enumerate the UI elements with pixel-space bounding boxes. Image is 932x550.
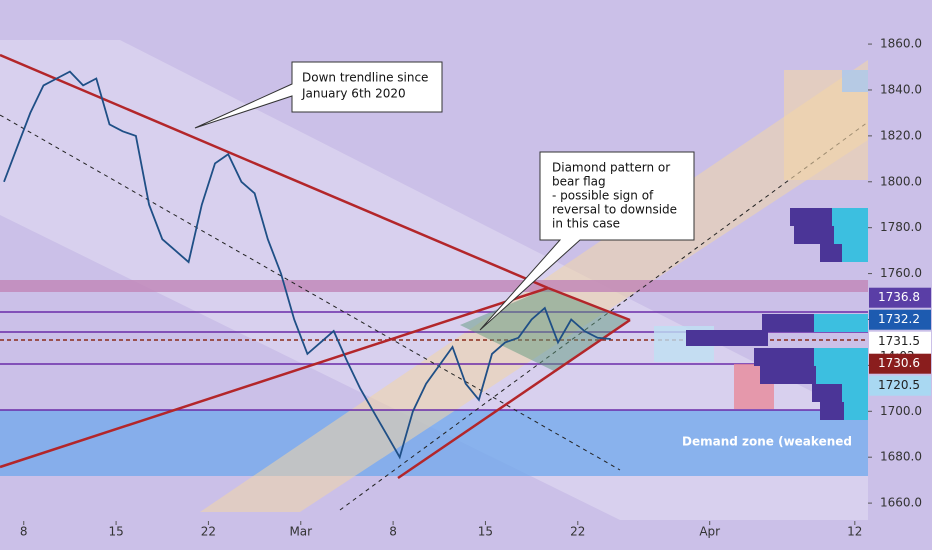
- x-tick-label: 15: [108, 525, 123, 539]
- x-tick-label: 8: [389, 525, 397, 539]
- annotations: Down trendline since January 6th 2020 Di…: [301, 71, 852, 449]
- price-label-box: [869, 287, 931, 308]
- price-label: 1732.2: [878, 312, 920, 326]
- annotation: Diamond pattern or: [552, 161, 670, 175]
- x-tick-label: 12: [847, 525, 862, 539]
- y-tick-label: 1680.0: [880, 450, 922, 464]
- x-tick-label: 8: [20, 525, 28, 539]
- price-label-box: [869, 375, 931, 396]
- annotation: in this case: [552, 217, 620, 231]
- x-tick-label: Mar: [289, 525, 312, 539]
- annotation: - possible sign of: [552, 189, 654, 203]
- x-tick-label: 22: [570, 525, 585, 539]
- price-label: 1736.8: [878, 290, 920, 304]
- annotation: January 6th 2020: [301, 87, 406, 101]
- y-tick-label: 1840.0: [880, 82, 922, 96]
- y-tick-label: 1780.0: [880, 220, 922, 234]
- x-tick-label: 22: [201, 525, 216, 539]
- x-tick-label: Apr: [699, 525, 720, 539]
- zone-label: Demand zone (weakened: [682, 435, 852, 449]
- callout: [194, 61, 443, 129]
- price-label-box: [869, 353, 931, 374]
- y-tick-label: 1820.0: [880, 128, 922, 142]
- x-tick-label: 15: [478, 525, 493, 539]
- callout: [479, 151, 695, 331]
- price-axis: [868, 0, 932, 550]
- y-tick-label: 1700.0: [880, 404, 922, 418]
- price-label: 1731.5: [878, 334, 920, 348]
- y-tick-label: 1760.0: [880, 266, 922, 280]
- price-label: 1720.5: [878, 378, 920, 392]
- y-tick-label: 1860.0: [880, 37, 922, 51]
- y-tick-label: 1660.0: [880, 496, 922, 510]
- price-label-box: [869, 309, 931, 330]
- y-tick-label: 1800.0: [880, 174, 922, 188]
- price-line: [3, 70, 611, 460]
- annotation: bear flag: [552, 175, 606, 189]
- price-label: 1730.6: [878, 356, 920, 370]
- annotation: Down trendline since: [302, 71, 428, 85]
- annotation: reversal to downside: [552, 203, 677, 217]
